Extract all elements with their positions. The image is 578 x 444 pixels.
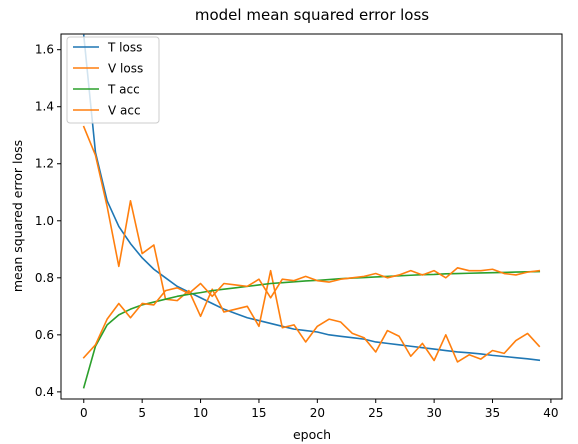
y-tick-label: 1.6 <box>35 43 54 57</box>
legend-label-3: V acc <box>108 104 141 118</box>
series-line-2 <box>82 270 541 389</box>
x-tick-label: 25 <box>368 406 383 420</box>
x-axis-ticks: 0 5 10 15 20 25 30 35 40 <box>80 399 559 420</box>
legend: T loss V loss T acc V acc <box>66 36 160 124</box>
x-tick-label: 0 <box>80 406 88 420</box>
legend-label-0: T loss <box>107 41 142 55</box>
chart-title: model mean squared error loss <box>195 6 429 24</box>
y-tick-label: 1.4 <box>35 100 54 114</box>
legend-label-2: T acc <box>107 83 140 97</box>
plot-frame <box>60 33 563 400</box>
x-tick-label: 5 <box>138 406 146 420</box>
x-tick-label: 10 <box>193 406 208 420</box>
y-tick-label: 1.2 <box>35 157 54 171</box>
x-axis-label: epoch <box>293 427 331 442</box>
series-line-1 <box>82 125 541 363</box>
y-tick-label: 0.6 <box>35 328 54 342</box>
y-tick-label: 1.0 <box>35 214 54 228</box>
x-tick-label: 20 <box>310 406 325 420</box>
x-tick-label: 40 <box>543 406 558 420</box>
y-tick-label: 0.8 <box>35 271 54 285</box>
y-axis-label: mean squared error loss <box>10 140 25 292</box>
series-lines <box>82 34 541 389</box>
y-tick-label: 0.4 <box>35 385 54 399</box>
legend-frame <box>66 36 160 124</box>
x-tick-label: 35 <box>485 406 500 420</box>
y-axis-ticks: 0.4 0.6 0.8 1.0 1.2 1.4 1.6 <box>35 43 61 399</box>
x-tick-label: 15 <box>251 406 266 420</box>
x-tick-label: 30 <box>426 406 441 420</box>
legend-label-1: V loss <box>108 62 143 76</box>
series-line-3 <box>82 267 541 359</box>
